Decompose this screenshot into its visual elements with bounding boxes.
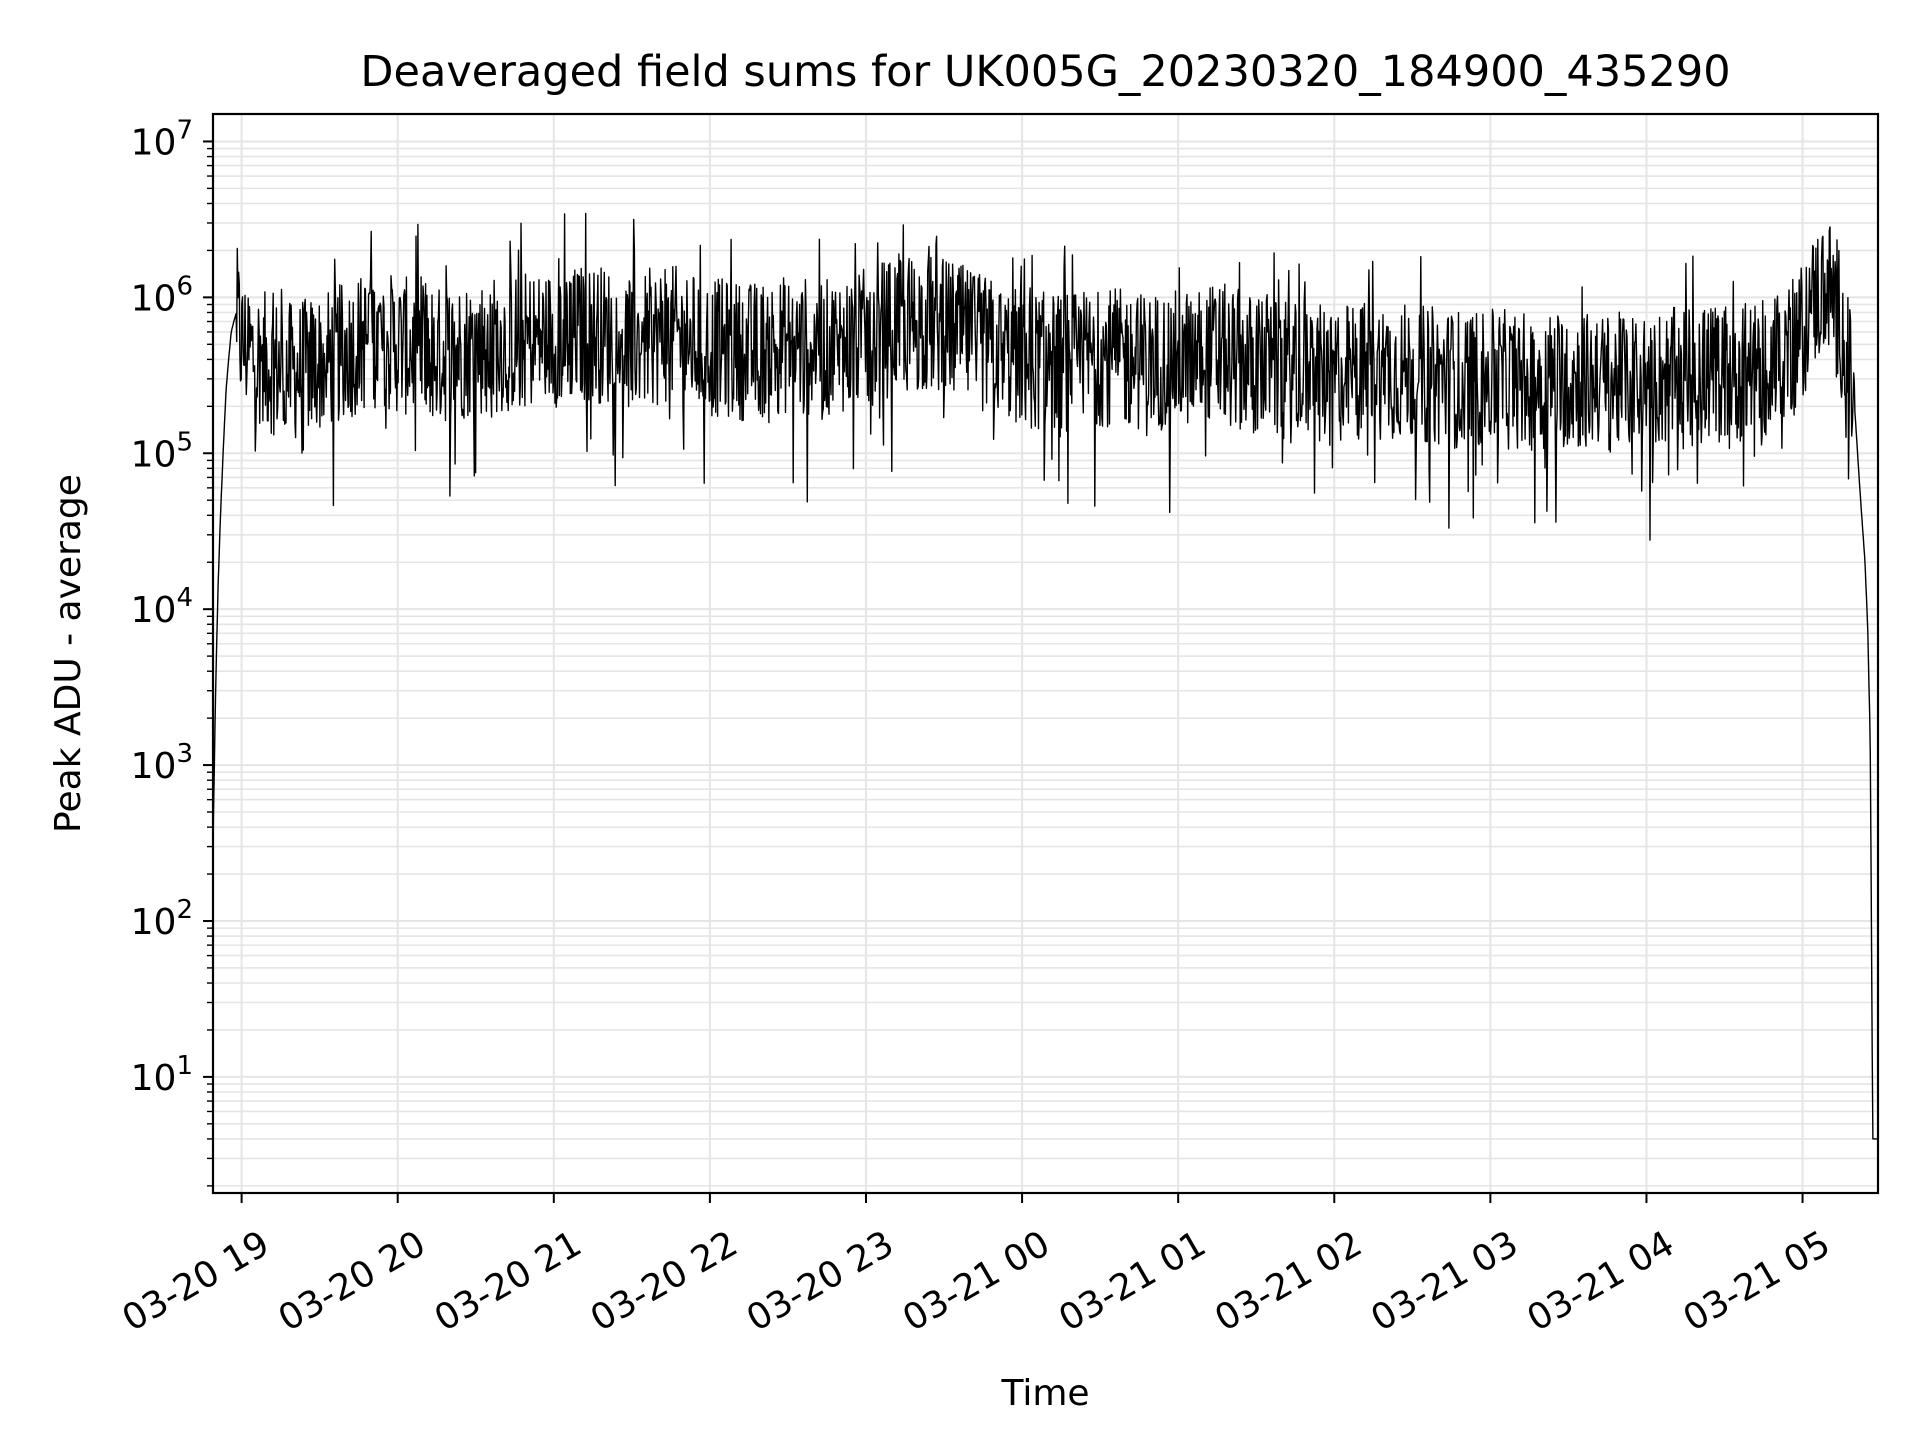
y-tick-label: 107 (131, 115, 193, 163)
x-tick-label: 03-20 19 (116, 1223, 277, 1339)
y-tick-label: 103 (131, 739, 193, 787)
x-tick-label: 03-21 05 (1677, 1223, 1838, 1339)
x-tick-label: 03-21 00 (896, 1223, 1057, 1339)
x-tick-label: 03-20 20 (272, 1223, 433, 1339)
x-tick-label: 03-21 02 (1208, 1223, 1369, 1339)
y-tick-label: 105 (131, 427, 193, 475)
x-tick-label: 03-20 21 (428, 1223, 589, 1339)
x-tick-label: 03-20 23 (740, 1223, 901, 1339)
grid (213, 114, 1878, 1193)
y-tick-label: 102 (131, 895, 193, 943)
plot-frame (211, 112, 1880, 1195)
x-tick-label: 03-21 04 (1520, 1223, 1681, 1339)
x-tick-label: 03-20 22 (584, 1223, 745, 1339)
x-axis-label: Time (1000, 1373, 1089, 1414)
x-tick-label: 03-21 01 (1052, 1223, 1213, 1339)
y-axis-label: Peak ADU - average (48, 474, 89, 833)
y-axis: 101 102 103 104 105 106 107 (131, 115, 213, 1187)
x-tick-label: 03-21 03 (1364, 1223, 1525, 1339)
y-tick-label: 104 (131, 583, 193, 631)
chart-title: Deaveraged field sums for UK005G_2023032… (360, 47, 1730, 97)
series-line (212, 212, 1879, 1140)
y-tick-label: 101 (131, 1051, 193, 1099)
y-tick-label: 106 (131, 271, 193, 319)
